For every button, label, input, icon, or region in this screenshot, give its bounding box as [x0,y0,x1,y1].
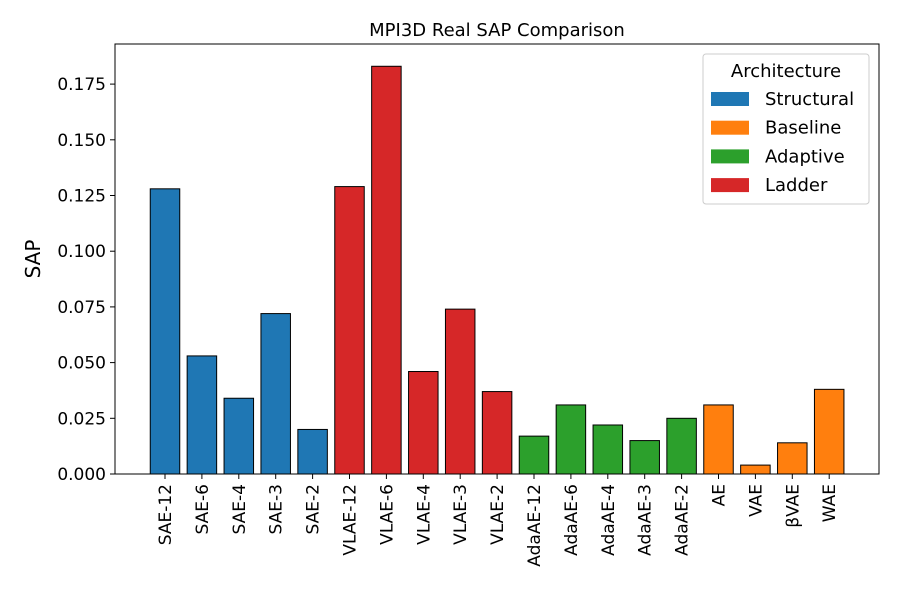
x-tick-label: AdaAE-6 [562,484,582,556]
bar-adaae-4 [592,424,624,475]
y-tick-label: 0.000 [57,465,106,485]
bar-vlae-6 [371,65,402,475]
x-tick-label: βVAE [783,484,803,528]
bar-sae-2 [297,428,328,475]
bar-adaae-3 [629,440,660,475]
bar-sae-6 [186,355,218,475]
legend-label-baseline: Baseline [765,118,841,139]
bar-sae-3 [260,313,291,475]
legend-label-structural: Structural [765,89,854,110]
x-tick-label: SAE-12 [156,484,176,545]
bar-sae-12 [149,188,181,475]
y-axis: 0.000 0.025 0.050 0.075 0.100 0.125 0.150 0.175 [57,75,115,485]
legend-swatch-ladder [711,178,749,193]
x-tick-label: AE [710,484,730,506]
legend-box [702,53,870,205]
y-tick-label: 0.150 [57,131,106,151]
y-axis-label: SAP [21,240,45,279]
bar-βvae [777,442,808,475]
x-tick-label: VLAE-6 [377,484,397,545]
legend-swatch-structural [711,92,749,106]
y-tick-label: 0.075 [57,298,106,318]
bar-vlae-4 [408,371,439,475]
x-tick-label: SAE-6 [193,484,213,534]
legend-label-adaptive: Adaptive [765,146,845,167]
bar-vae [740,464,771,475]
bar-vlae-12 [334,186,365,475]
bar-adaae-6 [555,404,587,475]
x-tick-label: VLAE-12 [341,484,361,556]
bar-adaae-12 [518,435,550,475]
x-tick-label: SAE-2 [304,484,324,534]
legend-title: Architecture [731,61,841,82]
legend: Architecture Structural Baseline Adaptive La… [702,53,870,205]
x-tick-label: WAE [820,484,840,522]
bar-sae-4 [223,397,255,475]
y-tick-label: 0.025 [57,409,106,429]
bar-wae [813,388,845,475]
x-tick-label: AdaAE-3 [636,484,656,556]
legend-label-ladder: Ladder [765,175,828,196]
x-tick-label: AdaAE-12 [525,484,545,567]
bar-vlae-2 [481,391,513,475]
bar-ae [703,404,734,475]
y-tick-label: 0.175 [57,75,106,95]
x-tick-label: VLAE-4 [414,484,434,545]
x-axis: SAE-12 SAE-6 SAE-4 SAE-3 SAE-2 VLAE-12 VLAE-6 V… [156,474,840,567]
x-tick-label: VLAE-2 [488,484,508,545]
legend-swatch-baseline [711,120,749,135]
x-tick-label: SAE-4 [230,484,250,534]
x-tick-label: SAE-3 [267,484,287,534]
y-tick-label: 0.050 [57,354,106,374]
bar-vlae-3 [444,308,476,475]
y-tick-label: 0.125 [57,187,106,207]
bars-layer [149,65,845,475]
legend-swatch-adaptive [711,149,749,164]
bar-adaae-2 [666,417,697,475]
chart-title: MPI3D Real SAP Comparison [369,20,625,41]
plot-frame [114,43,880,475]
x-tick-label: AdaAE-2 [673,484,693,556]
x-tick-label: AdaAE-4 [599,484,619,556]
x-tick-label: VLAE-3 [451,484,471,545]
y-tick-label: 0.100 [57,242,106,262]
x-tick-label: VAE [746,484,766,517]
